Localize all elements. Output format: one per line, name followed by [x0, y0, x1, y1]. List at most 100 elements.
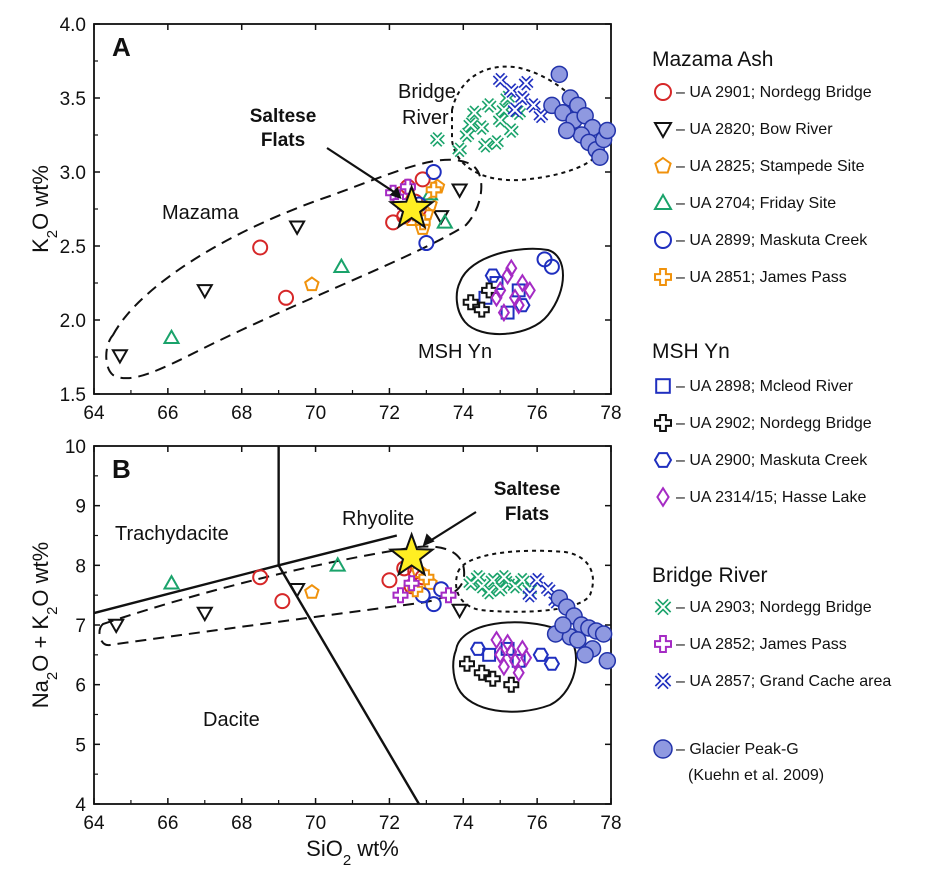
data-point [392, 587, 409, 604]
data-point [550, 65, 569, 84]
series [392, 575, 457, 604]
legend-item-label: – UA 2704; Friday Site [676, 195, 836, 212]
legend-marker [654, 414, 672, 432]
data-point [533, 108, 549, 124]
data-point [505, 642, 518, 662]
data-point [557, 121, 576, 140]
legend-marker [654, 598, 672, 616]
legend-item-label: – UA 2314/15; Hasse Lake [676, 489, 866, 506]
mazama-field-outline [105, 158, 483, 380]
y-axis-label: Na2O + K2O wt% [28, 542, 61, 708]
data-point [481, 584, 497, 600]
data-point [288, 220, 306, 236]
data-point [332, 257, 351, 273]
data-point [418, 235, 435, 252]
data-point [512, 295, 525, 315]
x-tick-label: 68 [231, 403, 252, 424]
series [469, 641, 561, 671]
series [490, 258, 536, 323]
x-tick-label: 70 [305, 813, 326, 834]
saltese-star-marker [387, 184, 436, 230]
legend-marker [654, 635, 672, 653]
legend-group-title: Bridge River [652, 564, 768, 587]
mazama-field-outline [98, 545, 466, 647]
x-tick-label: 66 [157, 813, 178, 834]
legend-item-label: – UA 2903; Nordegg Bridge [676, 599, 872, 616]
y-tick-label: 5 [75, 735, 86, 756]
msh-yn-field-outline [452, 621, 577, 713]
data-point [274, 593, 291, 610]
y-tick-label: 2.0 [60, 311, 86, 332]
saltese-arrowhead [422, 533, 435, 547]
data-point [554, 616, 572, 634]
data-point [459, 655, 475, 672]
data-point [162, 328, 181, 344]
x-tick-label: 72 [379, 403, 400, 424]
data-point [598, 121, 617, 140]
data-point [516, 273, 529, 293]
data-point [452, 142, 468, 158]
series [543, 65, 617, 166]
tas-boundary-trachydacite [93, 564, 279, 615]
msh-yn-region-label: MSH Yn [418, 341, 492, 363]
saltese-arrow [326, 147, 397, 194]
legend-marker [653, 192, 673, 210]
data-point [503, 83, 519, 99]
data-point [526, 97, 541, 113]
legend-item-label: – UA 2851; James Pass [676, 269, 847, 286]
x-tick-label: 70 [305, 403, 326, 424]
data-point [576, 646, 594, 664]
data-point [484, 268, 501, 283]
data-point [478, 137, 493, 153]
data-point [543, 656, 561, 671]
legend-item-label: – Glacier Peak-G [676, 741, 799, 758]
bridge-river-label-line1: Bridge [398, 81, 456, 103]
data-point [591, 148, 609, 166]
data-point [162, 574, 181, 590]
legend-marker [655, 378, 671, 394]
saltese-arrow [427, 511, 477, 544]
data-point [469, 641, 487, 656]
data-point [466, 105, 482, 121]
data-point [490, 630, 503, 650]
data-point [543, 258, 560, 275]
data-point [381, 572, 398, 589]
legend-item-label: – UA 2857; Grand Cache area [676, 673, 891, 690]
legend-marker [654, 156, 672, 174]
saltese-arrowhead [389, 187, 402, 199]
data-point [532, 647, 549, 662]
data-point [500, 305, 515, 320]
data-point [328, 556, 347, 572]
saltese-flats-label-line1: Saltese [250, 106, 317, 127]
data-point [196, 606, 214, 623]
x-tick-label: 78 [600, 403, 621, 424]
legend-item-label: – UA 2902; Nordegg Bridge [676, 415, 872, 432]
data-point [196, 284, 214, 300]
data-point [463, 117, 479, 133]
legend-item-note: (Kuehn et al. 2009) [688, 767, 824, 784]
legend-item-label: – UA 2825; Stampede Site [676, 158, 865, 175]
data-point [522, 587, 538, 603]
data-point [492, 72, 508, 88]
data-point [450, 603, 469, 620]
data-point [414, 171, 431, 188]
data-point [520, 648, 533, 668]
y-tick-label: 6 [75, 676, 86, 697]
data-point [505, 258, 518, 278]
data-point [107, 618, 125, 635]
data-point [523, 280, 536, 300]
series [492, 72, 549, 124]
x-axis-label: SiO2 wt% [306, 836, 399, 869]
series [459, 655, 520, 693]
data-point [288, 583, 306, 599]
y-tick-label: 3.0 [60, 163, 86, 184]
tas-boundary-dacite [277, 564, 421, 805]
data-point [496, 569, 512, 585]
x-tick-label: 76 [527, 813, 548, 834]
data-point [425, 181, 442, 198]
bridge-river-label-line2: River [402, 107, 449, 129]
data-point [403, 575, 420, 592]
y-axis-label: K2O wt% [28, 165, 61, 253]
y-tick-label: 4 [75, 795, 86, 816]
